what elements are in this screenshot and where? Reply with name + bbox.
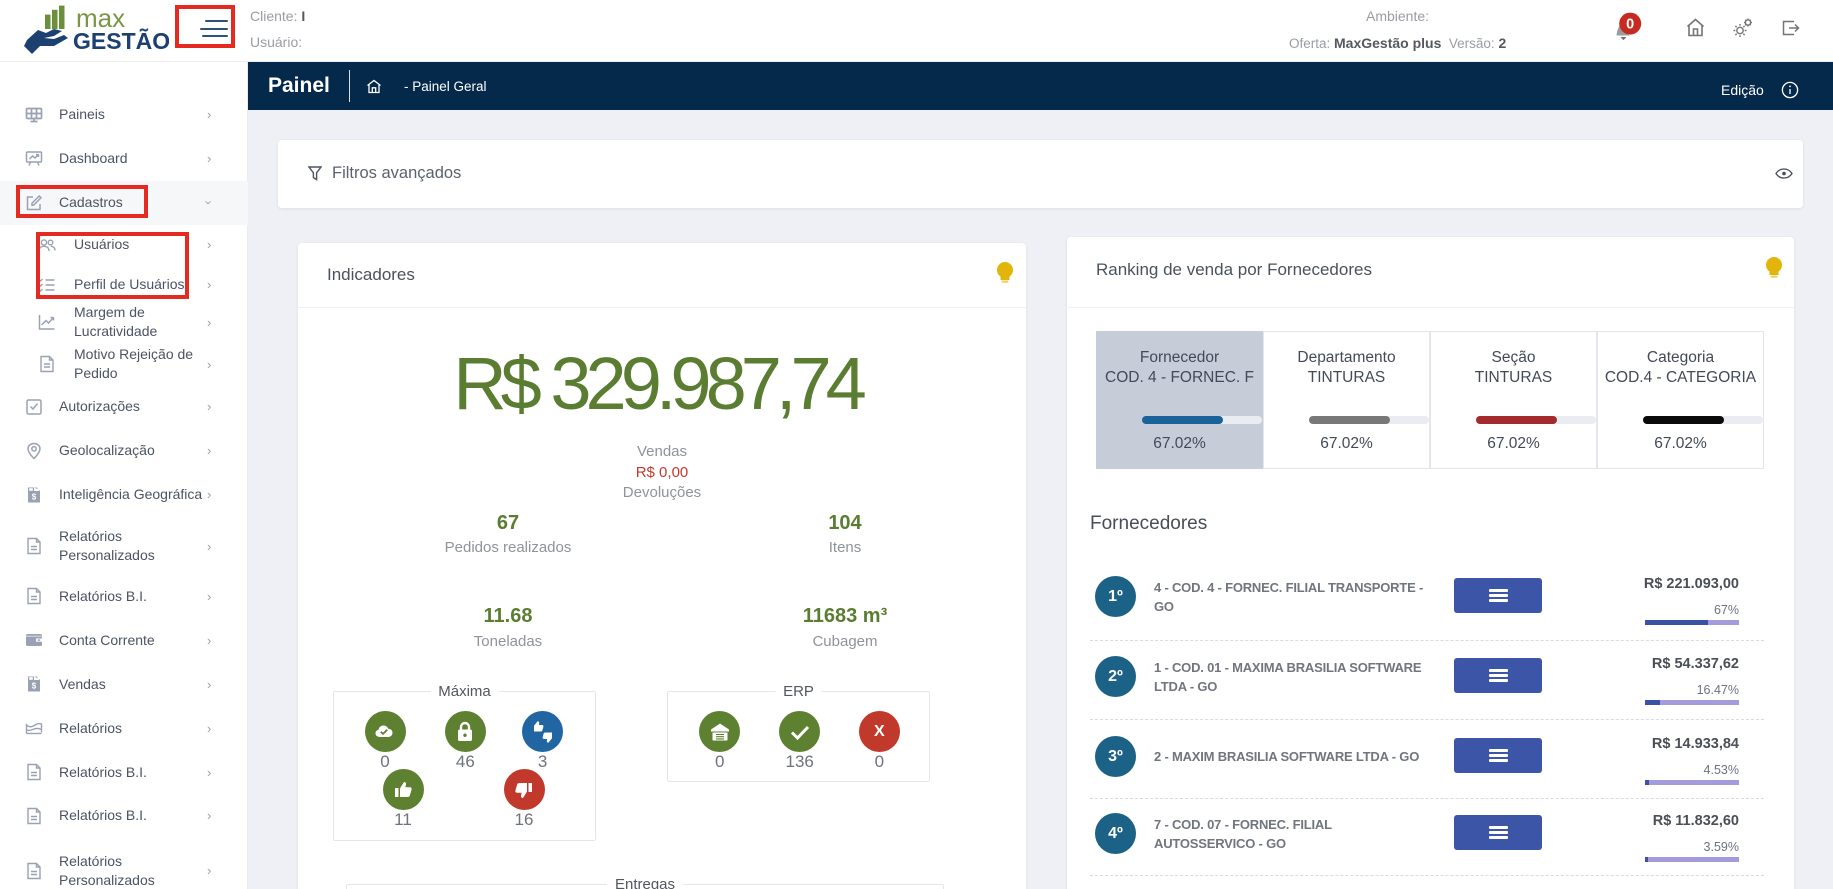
svg-text:max: max xyxy=(76,3,125,33)
svg-text:$: $ xyxy=(32,492,37,501)
svg-text:0: 0 xyxy=(1626,17,1634,33)
svg-text:$: $ xyxy=(32,682,37,691)
svg-text:GESTÃO: GESTÃO xyxy=(73,27,169,54)
